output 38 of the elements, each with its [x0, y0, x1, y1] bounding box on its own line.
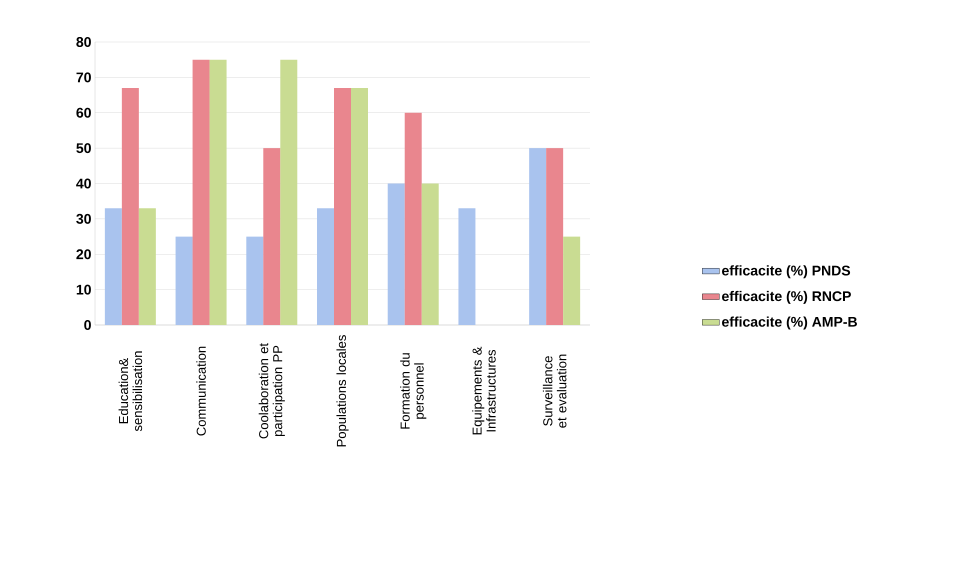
bar — [529, 148, 546, 325]
y-tick-label: 0 — [84, 320, 91, 330]
x-tick-label: Education& sensibilisation — [118, 351, 142, 432]
legend-label: efficacite (%) RNCP — [722, 290, 851, 304]
y-tick-label: 20 — [76, 249, 91, 260]
bar — [404, 112, 422, 325]
bar — [351, 88, 368, 325]
x-tick-label: Communication — [196, 346, 206, 436]
legend-label: efficacite (%) PNDS — [722, 265, 850, 278]
bar — [388, 184, 405, 325]
y-tick-label: 70 — [76, 72, 91, 82]
bar — [176, 236, 193, 325]
bar — [122, 88, 139, 325]
bar — [138, 208, 156, 325]
bar — [546, 148, 564, 325]
bar — [104, 208, 122, 325]
bar — [210, 60, 227, 325]
bar — [192, 60, 210, 325]
bar — [317, 208, 334, 325]
x-tick-label: Coolaboration et participation PP — [258, 343, 285, 438]
y-tick-label: 60 — [76, 108, 91, 118]
x-tick-label: Surveillance et evaluation — [542, 354, 566, 428]
y-tick-label: 80 — [76, 37, 91, 47]
y-tick-label: 10 — [76, 284, 91, 295]
bar — [458, 208, 476, 325]
y-tick-label: 40 — [76, 178, 91, 188]
bar — [422, 184, 439, 325]
bar — [334, 88, 352, 325]
x-tick-label: Populations locales — [336, 335, 349, 446]
y-tick-label: 30 — [76, 214, 91, 224]
bar — [563, 236, 580, 325]
bar — [246, 236, 264, 325]
x-tick-label: Equipements & Infrastructures — [472, 346, 496, 434]
bar — [280, 60, 298, 325]
x-tick-label: Formation du personnel — [400, 353, 426, 429]
legend-label: efficacite (%) AMP-B — [722, 316, 857, 330]
y-tick-label: 50 — [76, 143, 91, 154]
bar — [263, 148, 280, 325]
